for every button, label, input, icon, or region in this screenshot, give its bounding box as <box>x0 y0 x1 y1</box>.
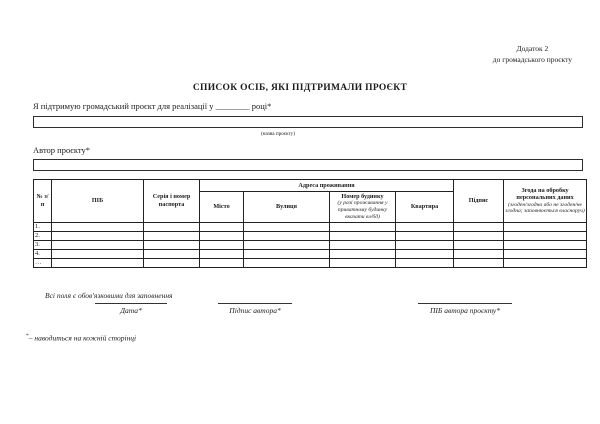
date-line <box>95 303 167 304</box>
header-consent-note: (згоден/згодна або не згоден/не згодна; … <box>505 201 585 215</box>
row-number-cell: 4. <box>33 248 52 259</box>
header-consent-title: Згода на обробку персональних даних <box>516 186 574 202</box>
author-signature-label: Підпис автора* <box>229 306 281 315</box>
table-cell <box>453 248 505 259</box>
header-apartment: Квартира <box>394 191 455 223</box>
footnote-text: – наводиться на кожній сторінці <box>28 333 137 343</box>
table-cell <box>243 230 330 241</box>
author-signature-block: Підпис автора* <box>218 303 292 315</box>
table-cell <box>199 221 244 232</box>
table-cell <box>51 248 144 259</box>
table-cell <box>329 230 396 241</box>
table-cell <box>394 248 455 259</box>
table-cell <box>243 257 330 268</box>
table-cell <box>143 239 200 250</box>
page-footnote: *– наводиться на кожній сторінці <box>26 333 136 343</box>
table-row: 2. <box>33 230 588 241</box>
table-cell <box>143 257 200 268</box>
header-house: Номер будинку (у разі проживання у прива… <box>329 191 396 223</box>
author-field[interactable] <box>33 159 583 171</box>
author-signature-line <box>218 303 292 304</box>
table-cell <box>243 239 330 250</box>
appendix-note: Додаток 2 до громадського проєкту <box>493 44 572 67</box>
row-number-cell: 3. <box>33 239 52 250</box>
date-signature-block: Дата* <box>95 303 167 315</box>
supporters-table: № з/п ПІБ Серія і номер паспорта Адреса … <box>33 179 588 268</box>
table-cell <box>199 239 244 250</box>
header-num: № з/п <box>33 179 52 223</box>
project-name-caption: (назва проєкту) <box>261 131 295 137</box>
table-cell <box>51 239 144 250</box>
page-title: СПИСОК ОСІБ, ЯКІ ПІДТРИМАЛИ ПРОЄКТ <box>192 83 408 93</box>
table-cell <box>199 248 244 259</box>
table-row: … <box>33 257 588 268</box>
header-house-note: (у разі проживання у приватному будинку … <box>337 200 388 220</box>
author-name-line <box>418 303 512 304</box>
header-street: Вулиця <box>243 191 330 223</box>
table-cell <box>503 221 588 232</box>
table-cell <box>143 221 200 232</box>
table-row: 4. <box>33 248 588 259</box>
author-label: Автор проєкту* <box>33 145 90 155</box>
header-city: Місто <box>199 191 244 223</box>
table-cell <box>243 221 330 232</box>
table-cell <box>51 257 144 268</box>
intro-text: Я підтримую громадський проєкт для реалі… <box>33 101 272 111</box>
header-address-group: Адреса проживання <box>198 179 455 192</box>
footnote-mark: * <box>26 333 29 339</box>
author-name-block: ПІБ автора проєкту* <box>418 303 512 315</box>
table-cell <box>394 257 455 268</box>
table-cell <box>394 239 455 250</box>
mandatory-fields-note: Всі поля є обов'язковими для заповнення <box>45 291 173 300</box>
table-cell <box>503 257 588 268</box>
table-cell <box>329 248 396 259</box>
table-row: 3. <box>33 239 588 250</box>
header-consent: Згода на обробку персональних даних (зго… <box>503 179 588 223</box>
table-cell <box>503 239 588 250</box>
table-cell <box>453 221 505 232</box>
table-cell <box>199 257 244 268</box>
table-cell <box>453 230 505 241</box>
appendix-line-2: до громадського проєкту <box>492 54 572 64</box>
table-cell <box>143 248 200 259</box>
row-number-cell: … <box>33 257 52 268</box>
table-cell <box>51 221 144 232</box>
header-signature: Підпис <box>453 179 505 223</box>
table-cell <box>503 248 588 259</box>
appendix-line-1: Додаток 2 <box>516 44 549 53</box>
table-row: 1. <box>33 221 588 232</box>
table-cell <box>199 230 244 241</box>
date-label: Дата* <box>120 306 142 315</box>
table-cell <box>503 230 588 241</box>
row-number-cell: 1. <box>33 221 52 232</box>
header-passport: Серія і номер паспорта <box>143 179 200 223</box>
table-cell <box>453 257 505 268</box>
table-cell <box>394 230 455 241</box>
table-cell <box>453 239 505 250</box>
table-cell <box>329 239 396 250</box>
table-cell <box>329 221 396 232</box>
table-cell <box>51 230 144 241</box>
table-cell <box>243 248 330 259</box>
table-cell <box>394 221 455 232</box>
table-cell <box>329 257 396 268</box>
project-name-field[interactable] <box>33 116 583 128</box>
header-house-title: Номер будинку <box>341 193 384 200</box>
table-cell <box>143 230 200 241</box>
author-name-label: ПІБ автора проєкту* <box>430 306 500 315</box>
row-number-cell: 2. <box>33 230 52 241</box>
header-name: ПІБ <box>51 179 144 223</box>
